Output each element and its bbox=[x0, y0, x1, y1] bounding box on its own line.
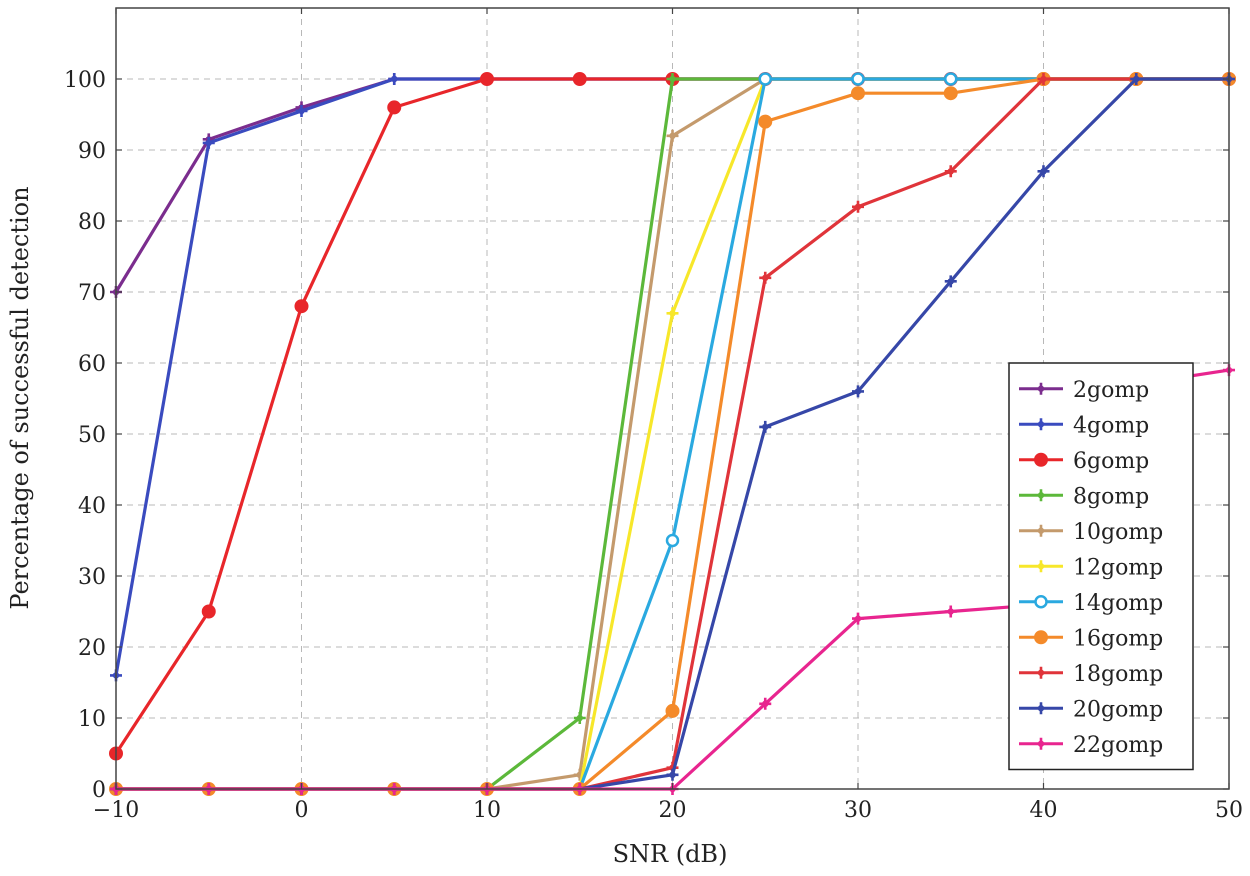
legend-swatch-marker-center bbox=[1037, 492, 1045, 499]
legend-label: 18gomp bbox=[1073, 662, 1163, 687]
legend-swatch-marker bbox=[1034, 595, 1048, 609]
y-tick-label: 60 bbox=[78, 352, 106, 377]
point-4gomp-center bbox=[298, 107, 305, 115]
y-tick-label: 10 bbox=[78, 707, 106, 732]
x-tick-label: 10 bbox=[473, 798, 501, 823]
legend-label: 22gomp bbox=[1073, 733, 1163, 758]
point-18gomp-center bbox=[854, 203, 862, 210]
point-20gomp-center bbox=[1040, 168, 1047, 175]
legend-item-10gomp: 10gomp bbox=[1019, 520, 1163, 545]
legend-label: 20gomp bbox=[1073, 697, 1163, 722]
y-axis-ticks: 0 10 20 30 40 50 60 70 80 90 100 bbox=[64, 68, 1229, 803]
x-tick-label: 20 bbox=[659, 798, 687, 823]
legend-label: 6gomp bbox=[1073, 449, 1149, 474]
point-8gomp-center bbox=[576, 714, 583, 722]
legend-label: 10gomp bbox=[1073, 520, 1163, 545]
legend-swatch-marker-center bbox=[1037, 740, 1045, 747]
point-22gomp-center bbox=[947, 608, 954, 615]
y-tick-label: 80 bbox=[78, 210, 106, 235]
legend-label: 16gomp bbox=[1073, 626, 1163, 651]
legend-swatch-marker-center bbox=[1037, 669, 1045, 676]
x-axis-ticks: −10 0 10 20 30 40 50 bbox=[93, 8, 1243, 823]
y-tick-label: 30 bbox=[78, 565, 106, 590]
legend-swatch-marker-center bbox=[1037, 563, 1045, 570]
legend-item-2gomp: 2gomp bbox=[1019, 378, 1149, 403]
point-18gomp-center bbox=[947, 168, 954, 175]
point-16gomp bbox=[758, 114, 773, 129]
legend-item-14gomp: 14gomp bbox=[1019, 591, 1163, 616]
legend-item-4gomp: 4gomp bbox=[1019, 413, 1149, 438]
legend-label: 12gomp bbox=[1073, 555, 1163, 580]
y-tick-label: 0 bbox=[92, 778, 106, 803]
point-18gomp-center bbox=[762, 274, 769, 281]
point-6gomp bbox=[387, 100, 402, 115]
legend-label: 2gomp bbox=[1073, 378, 1149, 403]
x-tick-label: 30 bbox=[844, 798, 872, 823]
legend-item-8gomp: 8gomp bbox=[1019, 484, 1149, 509]
point-22gomp-center bbox=[762, 700, 769, 707]
legend-swatch-marker bbox=[1034, 452, 1048, 467]
y-axis-label: Percentage of successful detection bbox=[6, 186, 34, 609]
x-tick-label: 40 bbox=[1030, 798, 1058, 823]
x-tick-label: −10 bbox=[93, 798, 139, 823]
legend-swatch-marker-center bbox=[1037, 527, 1045, 534]
point-20gomp-center bbox=[762, 423, 769, 431]
point-22gomp-center bbox=[854, 615, 862, 622]
x-tick-label: 0 bbox=[295, 798, 309, 823]
legend-swatch-marker-center bbox=[1037, 705, 1045, 712]
point-16gomp bbox=[943, 86, 958, 101]
point-20gomp-center bbox=[947, 278, 954, 285]
y-tick-label: 100 bbox=[64, 68, 106, 93]
legend-item-6gomp: 6gomp bbox=[1019, 449, 1149, 474]
legend-swatch-marker-center bbox=[1037, 385, 1045, 392]
point-14gomp bbox=[944, 72, 958, 86]
legend-item-18gomp: 18gomp bbox=[1019, 662, 1163, 687]
x-tick-label: 50 bbox=[1215, 798, 1243, 823]
point-6gomp bbox=[480, 72, 494, 86]
legend-label: 4gomp bbox=[1073, 413, 1149, 438]
point-14gomp bbox=[851, 72, 865, 86]
point-20gomp-center bbox=[1133, 75, 1140, 83]
point-8gomp-center bbox=[669, 75, 676, 83]
point-14gomp bbox=[665, 533, 680, 548]
point-12gomp-center bbox=[669, 310, 676, 317]
point-20gomp-center bbox=[854, 388, 862, 395]
point-14gomp bbox=[758, 72, 772, 86]
point-6gomp bbox=[572, 72, 587, 86]
y-tick-label: 70 bbox=[78, 281, 106, 306]
legend-item-22gomp: 22gomp bbox=[1019, 733, 1163, 758]
x-axis-label: SNR (dB) bbox=[613, 840, 728, 868]
legend-item-16gomp: 16gomp bbox=[1019, 626, 1163, 651]
point-20gomp-center bbox=[669, 771, 676, 778]
point-10gomp-center bbox=[669, 132, 676, 139]
point-6gomp bbox=[294, 299, 309, 314]
point-4gomp-center bbox=[391, 75, 398, 83]
point-4gomp-center bbox=[205, 139, 212, 147]
y-tick-label: 90 bbox=[78, 139, 106, 164]
legend-label: 14gomp bbox=[1073, 591, 1163, 616]
legend: 2gomp 4gomp 6gomp 8gomp 10gomp 12gomp 14gomp 16… bbox=[1008, 362, 1194, 771]
legend-swatch-marker-center bbox=[1037, 421, 1045, 428]
legend-item-12gomp: 12gomp bbox=[1019, 555, 1163, 580]
point-16gomp bbox=[665, 703, 680, 718]
legend-label: 8gomp bbox=[1073, 484, 1149, 509]
legend-item-20gomp: 20gomp bbox=[1019, 697, 1163, 722]
y-tick-label: 20 bbox=[78, 636, 106, 661]
y-tick-label: 50 bbox=[78, 423, 106, 448]
y-tick-label: 40 bbox=[78, 494, 106, 519]
point-6gomp bbox=[201, 604, 216, 619]
point-16gomp bbox=[851, 86, 865, 101]
point-18gomp-center bbox=[1040, 75, 1047, 83]
legend-swatch-marker bbox=[1034, 630, 1048, 645]
